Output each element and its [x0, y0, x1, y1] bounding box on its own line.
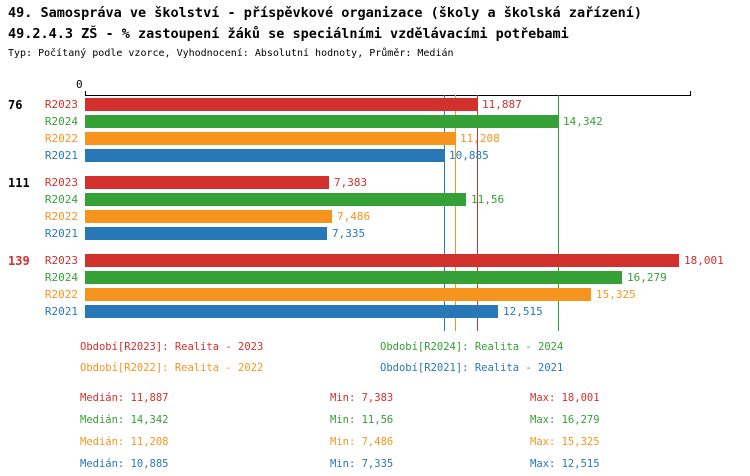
chart-subtitle: Typ: Počítaný podle vzorce, Vyhodnocení:… [8, 48, 454, 59]
median-line-r2024 [558, 95, 559, 331]
axis-tick-left [85, 91, 86, 96]
value-label: 16,279 [627, 271, 667, 284]
bar-group-139: 139 R2023 18,001 R2024 16,279 R2022 15,325 R202… [0, 252, 750, 320]
legend: Období[R2023]: Realita - 2023 Období[R202… [80, 341, 563, 374]
bar-r2024 [85, 193, 466, 206]
stat-median-r2022: Medián: 11,208 [80, 436, 169, 448]
value-label: 7,335 [332, 227, 366, 240]
stat-median-r2023: Medián: 11,887 [80, 392, 169, 404]
bar-r2022 [85, 288, 591, 301]
bar-group-76: 76 R2023 11,887 R2024 14,342 R2022 11,208 R2021… [0, 96, 750, 164]
value-label: 11,887 [482, 98, 522, 111]
bar-row: R2024 11,56 [0, 191, 750, 208]
value-label: 10,885 [449, 149, 489, 162]
bar-r2024 [85, 271, 622, 284]
plot-area: 0 76 R2023 11,887 R2024 14,342 R2022 11,208 R20… [0, 78, 750, 337]
median-line-r2022 [455, 95, 456, 331]
x-axis-line [85, 91, 691, 96]
stat-min-r2024: Min: 11,56 [330, 414, 394, 426]
bar-row: R2023 18,001 [0, 252, 750, 269]
chart-title-line2: 49.2.4.3 ZŠ - % zastoupení žáků se speci… [8, 26, 569, 42]
bar-r2023 [85, 176, 329, 189]
value-label: 11,208 [460, 132, 500, 145]
series-label: R2023 [44, 176, 78, 189]
bar-r2024 [85, 115, 558, 128]
bar-row: R2022 7,486 [0, 208, 750, 225]
stat-max-r2024: Max: 16,279 [530, 414, 600, 426]
stat-min-r2021: Min: 7,335 [330, 458, 394, 470]
stat-max-r2021: Max: 12,515 [530, 458, 600, 470]
series-label: R2021 [44, 305, 78, 318]
legend-item-r2022: Období[R2022]: Realita - 2022 [80, 362, 264, 374]
stat-max-r2023: Max: 18,001 [530, 392, 600, 404]
value-label: 14,342 [563, 115, 603, 128]
bar-r2021 [85, 227, 327, 240]
bar-r2021 [85, 305, 498, 318]
bar-r2021 [85, 149, 444, 162]
chart-title-line1: 49. Samospráva ve školství - příspěvkové… [8, 5, 642, 21]
series-label: R2022 [44, 210, 78, 223]
median-line-r2021 [444, 95, 445, 331]
series-label: R2024 [44, 193, 78, 206]
value-label: 12,515 [503, 305, 543, 318]
bar-row: R2021 7,335 [0, 225, 750, 242]
bar-row: R2022 15,325 [0, 286, 750, 303]
bar-r2023 [85, 254, 679, 267]
bar-row: R2024 14,342 [0, 113, 750, 130]
stat-median-r2024: Medián: 14,342 [80, 414, 169, 426]
bar-r2023 [85, 98, 477, 111]
legend-item-r2023: Období[R2023]: Realita - 2023 [80, 341, 264, 353]
group-label: 111 [8, 176, 30, 190]
legend-item-r2024: Období[R2024]: Realita - 2024 [380, 341, 564, 353]
median-line-r2023 [477, 95, 478, 331]
value-label: 11,56 [471, 193, 505, 206]
series-label: R2022 [44, 132, 78, 145]
bar-row: R2021 10,885 [0, 147, 750, 164]
bar-row: R2021 12,515 [0, 303, 750, 320]
stat-min-r2022: Min: 7,486 [330, 436, 394, 448]
bar-row: R2022 11,208 [0, 130, 750, 147]
value-label: 18,001 [684, 254, 724, 267]
bar-row: R2023 7,383 [0, 174, 750, 191]
bar-row: R2023 11,887 [0, 96, 750, 113]
series-label: R2024 [44, 271, 78, 284]
series-label: R2021 [44, 227, 78, 240]
group-label: 139 [8, 254, 30, 268]
stat-median-r2021: Medián: 10,885 [80, 458, 169, 470]
series-label: R2021 [44, 149, 78, 162]
series-label: R2024 [44, 115, 78, 128]
axis-tick-right [690, 91, 691, 96]
stat-max-r2022: Max: 15,325 [530, 436, 600, 448]
group-label: 76 [8, 98, 23, 112]
value-label: 7,383 [334, 176, 368, 189]
bar-group-111: 111 R2023 7,383 R2024 11,56 R2022 7,486 R2021 7,… [0, 174, 750, 242]
bar-r2022 [85, 210, 332, 223]
legend-item-r2021: Období[R2021]: Realita - 2021 [380, 362, 564, 374]
value-label: 7,486 [337, 210, 371, 223]
stats-table: Medián: 11,887 Min: 7,383 Max: 18,001 Mediá… [80, 392, 600, 470]
bar-row: R2024 16,279 [0, 269, 750, 286]
stat-min-r2023: Min: 7,383 [330, 392, 394, 404]
series-label: R2022 [44, 288, 78, 301]
bar-r2022 [85, 132, 455, 145]
series-label: R2023 [44, 254, 78, 267]
series-label: R2023 [44, 98, 78, 111]
value-label: 15,325 [596, 288, 636, 301]
axis-zero-label: 0 [76, 78, 83, 91]
